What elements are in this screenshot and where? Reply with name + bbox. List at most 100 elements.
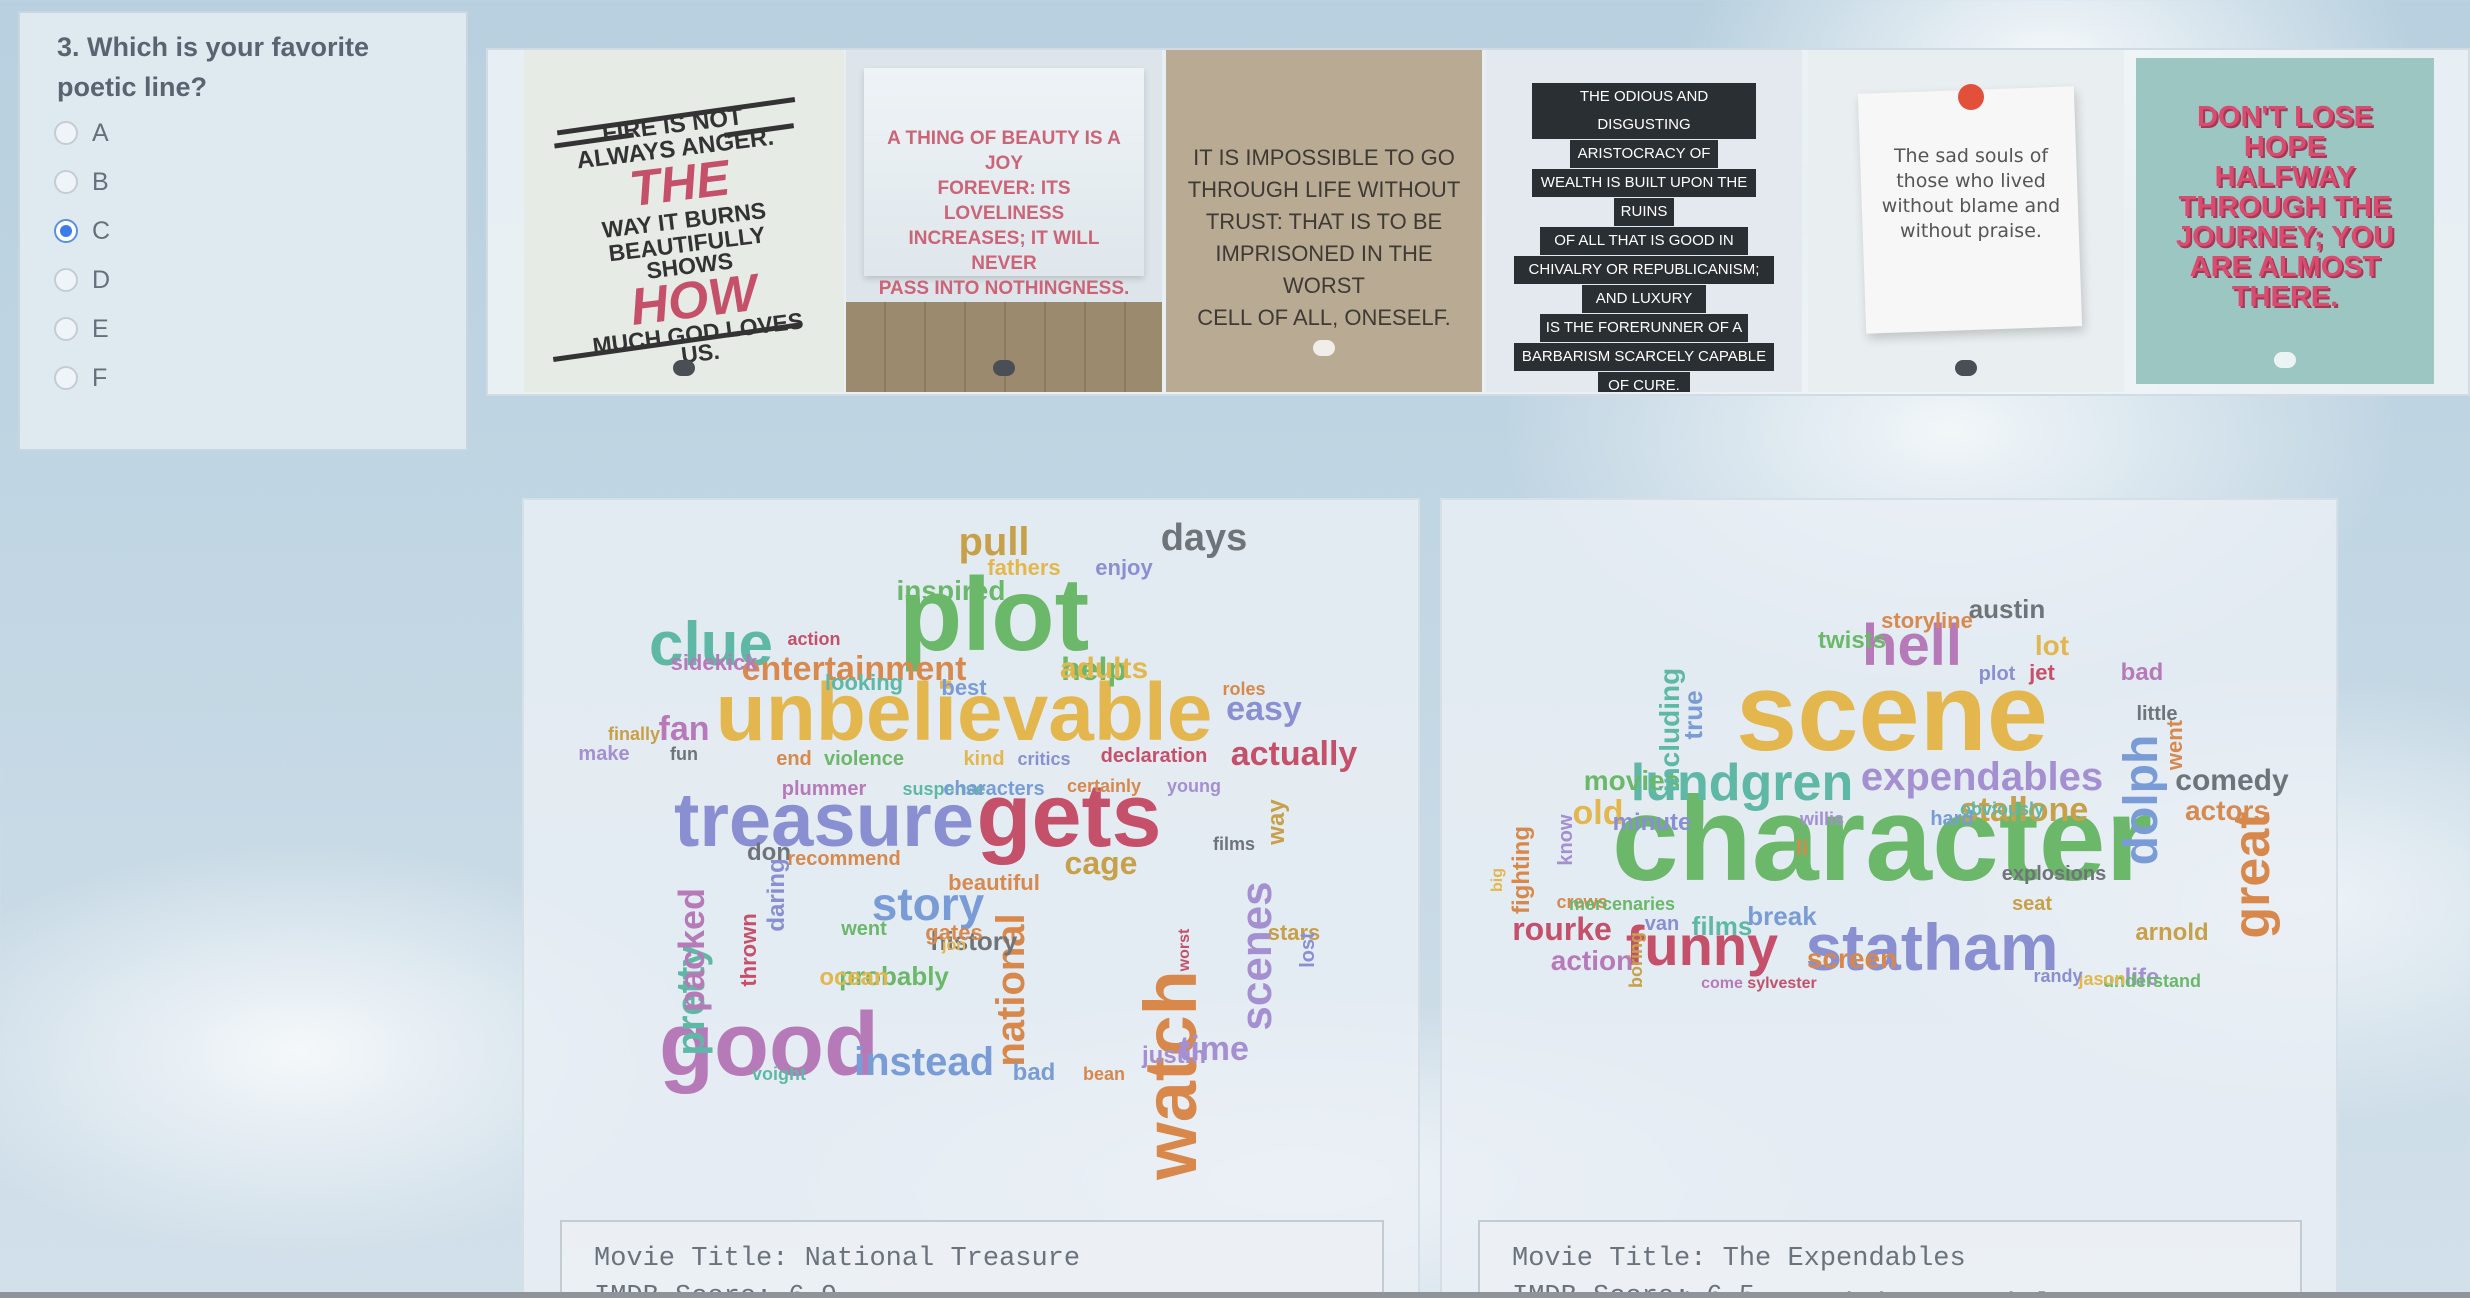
word-cloud-word: arnold	[2135, 919, 2208, 946]
quote-line: FOREVER: ITS LOVELINESS	[937, 178, 1071, 224]
quote-line: The sad souls of	[1893, 145, 2049, 167]
word-cloud-word: obviously	[1960, 799, 2044, 819]
radio-b[interactable]	[54, 170, 78, 194]
word-cloud-word: austin	[1969, 594, 2046, 624]
radio-f[interactable]	[54, 366, 78, 390]
quote-line: A THING OF BEAUTY IS A JOY	[887, 128, 1121, 174]
word-cloud-word: voight	[752, 1064, 806, 1084]
brand-logo-icon	[1955, 360, 1977, 376]
word-cloud-word: expendables	[1861, 755, 2103, 799]
word-cloud-word: willis	[1799, 809, 1844, 829]
option-label: A	[92, 118, 109, 147]
word-cloud-word: hard	[1930, 808, 1973, 830]
word-cloud-word: story	[872, 878, 985, 930]
quote-card-d[interactable]: THE ODIOUS AND DISGUSTING ARISTOCRACY OF…	[1486, 50, 1802, 392]
word-cloud-word: including	[1654, 668, 1685, 792]
word-cloud-word: minute	[1613, 809, 1692, 836]
word-cloud-word: easy	[1226, 690, 1302, 728]
movie-title: Movie Title: National Treasure	[594, 1244, 1081, 1274]
quote-card-c[interactable]: IT IS IMPOSSIBLE TO GO THROUGH LIFE WITH…	[1166, 50, 1482, 392]
option-c[interactable]: C	[54, 211, 110, 251]
quote-line: IS THE FORERUNNER OF A	[1540, 314, 1748, 342]
word-cloud-word: storyline	[1881, 608, 1973, 633]
word-cloud-word: justin	[1141, 1042, 1206, 1069]
radio-a[interactable]	[54, 121, 78, 145]
word-cloud-word: went	[2162, 719, 2187, 771]
brand-logo-icon	[673, 360, 695, 376]
option-a[interactable]: A	[54, 113, 109, 153]
quote-card-a[interactable]: FIRE IS NOT ALWAYS ANGER. THE WAY IT BUR…	[524, 50, 844, 392]
quote-line: JOURNEY; YOU	[2175, 221, 2395, 253]
word-cloud-word: lost	[1297, 932, 1319, 968]
word-cloud-word: national	[989, 913, 1033, 1066]
word-cloud-word: worst	[1176, 928, 1193, 972]
option-f[interactable]: F	[54, 358, 107, 398]
word-cloud-word: hell	[1862, 613, 1962, 678]
quote-card-b[interactable]: A THING OF BEAUTY IS A JOY FOREVER: ITS …	[846, 50, 1162, 392]
word-cloud-word: went	[840, 918, 887, 940]
quote-card-e[interactable]: The sad souls of those who lived without…	[1808, 50, 2124, 392]
radio-c-selected[interactable]	[54, 219, 78, 243]
word-cloud-word: action	[1551, 945, 1633, 976]
word-cloud-word: young	[1167, 776, 1221, 796]
word-cloud-word: critics	[1017, 749, 1070, 769]
word-cloud-word: adults	[1060, 652, 1148, 685]
word-cloud-word: violence	[824, 748, 904, 770]
word-cloud-word: rourke	[1512, 911, 1612, 947]
word-cloud-word: actors	[2185, 795, 2269, 826]
word-cloud-word: scene	[1736, 651, 2048, 774]
word-cloud-word: comedy	[2175, 764, 2289, 797]
word-cloud-word: ocean	[819, 964, 888, 991]
word-cloud-word: kind	[963, 748, 1004, 770]
quote-line: OF ALL THAT IS GOOD IN	[1540, 227, 1748, 255]
quote-line: ARE ALMOST	[2189, 251, 2381, 283]
word-cloud-word: scenes	[1232, 881, 1281, 1030]
quote-line: CHIVALRY OR REPUBLICANISM;	[1514, 256, 1774, 284]
word-cloud-word: great	[2223, 811, 2281, 938]
quote-line: without praise.	[1900, 220, 2042, 242]
word-cloud-word: twists	[1818, 627, 1886, 654]
word-cloud-word: jon	[941, 937, 966, 954]
quote-card-f[interactable]: DON'T LOSE HOPE HALFWAY THROUGH THE JOUR…	[2136, 58, 2434, 384]
option-b[interactable]: B	[54, 162, 109, 202]
canvas-frame	[864, 68, 1144, 276]
brand-logo-icon	[993, 360, 1015, 376]
word-cloud-word: dolph	[2115, 735, 2168, 866]
word-cloud-word: lot	[2035, 630, 2069, 661]
word-cloud-word: daring	[763, 858, 790, 931]
option-label: E	[92, 314, 109, 343]
word-cloud-word: fan	[659, 710, 710, 748]
word-cloud-word: time	[1179, 1030, 1249, 1068]
option-label: B	[92, 167, 109, 196]
word-cloud-word: way	[1263, 799, 1290, 846]
movie-panel-expendables: character scene statham funny hell lundgren do…	[1440, 498, 2338, 1298]
radio-d[interactable]	[54, 268, 78, 292]
quote-line: CELL OF ALL, ONESELF.	[1197, 305, 1451, 330]
option-e[interactable]: E	[54, 309, 109, 349]
word-cloud-word: true	[1678, 690, 1708, 739]
quote-line: DON'T LOSE	[2196, 101, 2374, 133]
word-cloud-word: life	[2125, 964, 2160, 991]
word-cloud-word: gates	[925, 920, 982, 945]
quote-line: RUINS	[1614, 198, 1674, 226]
quote-a-art: FIRE IS NOT ALWAYS ANGER. THE WAY IT BUR…	[552, 97, 805, 368]
quote-line: BARBARISM SCARCELY CAPABLE	[1514, 343, 1774, 371]
word-cloud-word: finally	[608, 724, 660, 744]
word-cloud-word: suspense	[902, 779, 985, 799]
word-cloud-word: days	[1161, 517, 1248, 559]
question-title: 3. Which is your favorite poetic line?	[57, 32, 370, 102]
quiz-panel: 3. Which is your favorite poetic line? A…	[18, 11, 468, 451]
quote-line: THROUGH THE	[2178, 191, 2392, 223]
word-cloud-word: packed	[671, 888, 712, 1012]
word-cloud-word: help	[1061, 651, 1127, 687]
word-cloud-word: films	[1213, 834, 1255, 854]
word-cloud-word: looking	[825, 670, 903, 695]
option-d[interactable]: D	[54, 260, 110, 300]
word-cloud-word: movies	[1584, 765, 1681, 796]
word-cloud-word: fathers	[987, 555, 1060, 580]
word-cloud-word: lundgren	[1631, 754, 1853, 812]
movie-info-box: Movie Title: National Treasure IMDB Scor…	[560, 1220, 1384, 1298]
radio-e[interactable]	[54, 317, 78, 341]
